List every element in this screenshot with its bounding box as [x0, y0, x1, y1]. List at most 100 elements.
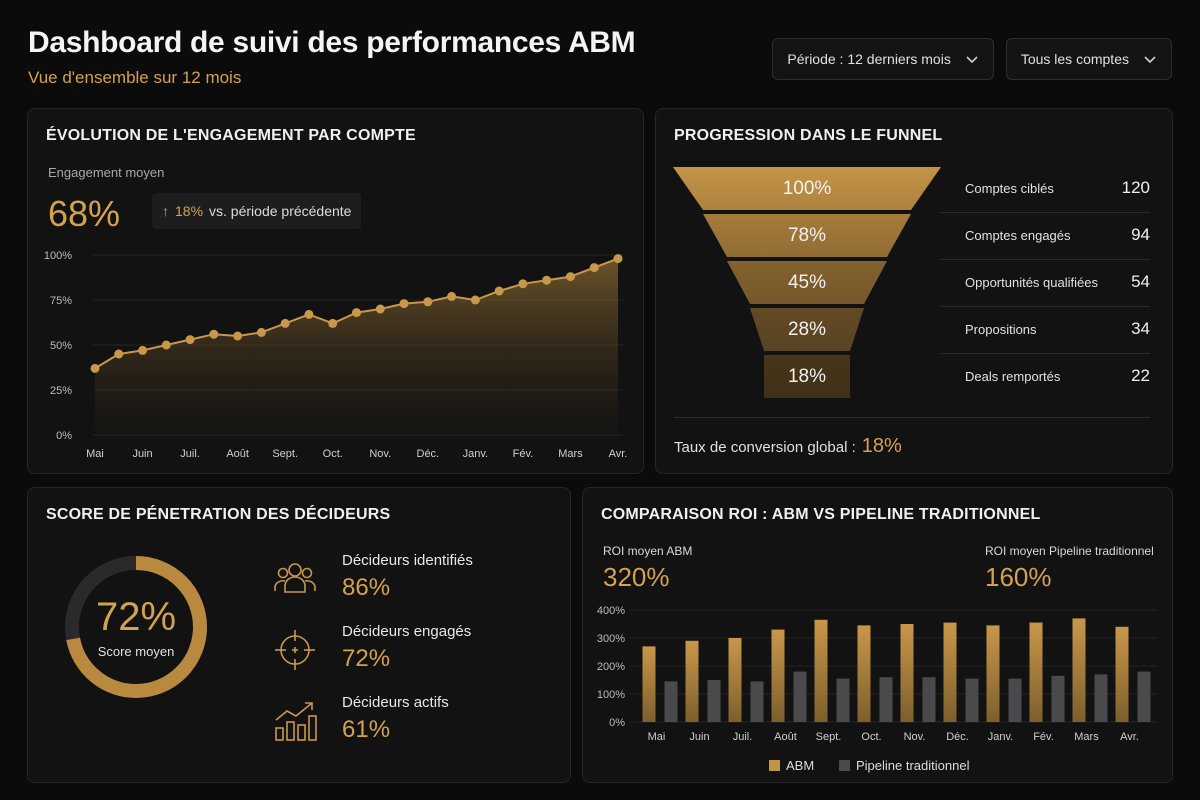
metric-identified: Décideurs identifiés 86% — [272, 552, 532, 612]
engagement-title: ÉVOLUTION DE L'ENGAGEMENT PAR COMPTE — [46, 127, 416, 144]
funnel-stage-pct: 18% — [787, 365, 827, 387]
x-tick-label: Mai — [648, 731, 666, 743]
data-point — [185, 335, 195, 345]
divider — [941, 306, 1150, 307]
x-tick-label: Oct. — [861, 731, 881, 743]
bar-abm — [986, 625, 1000, 722]
x-tick-label: Août — [226, 448, 249, 460]
data-point — [161, 340, 171, 350]
bar-pipeline — [1051, 675, 1065, 722]
data-point — [256, 327, 266, 337]
funnel-stage-count: 94 — [1131, 225, 1150, 244]
x-tick-label: Mars — [558, 448, 583, 460]
engagement-card: ÉVOLUTION DE L'ENGAGEMENT PAR COMPTE Eng… — [27, 108, 644, 474]
metric-value: 86% — [342, 574, 391, 601]
people-icon — [274, 563, 316, 593]
metric-engaged: Décideurs engagés 72% — [272, 623, 532, 683]
data-point — [518, 279, 528, 289]
funnel-stage-label: Comptes engagés — [965, 228, 1071, 243]
funnel-title: PROGRESSION DANS LE FUNNEL — [674, 127, 943, 144]
bar-abm — [771, 629, 785, 722]
score-donut: 72% Score moyen — [61, 552, 211, 702]
roi-trad-value: 160% — [985, 562, 1052, 592]
x-tick-label: Nov. — [904, 731, 926, 743]
bar-abm — [857, 625, 871, 722]
legend-label: ABM — [786, 758, 815, 773]
funnel-stage-pct: 100% — [782, 177, 832, 199]
legend-trad: Pipeline traditionnel — [839, 758, 969, 773]
roi-trad-label: ROI moyen Pipeline traditionnel — [985, 544, 1154, 558]
x-tick-label: Fév. — [1033, 731, 1054, 743]
score-label: Score moyen — [97, 644, 175, 659]
bar-abm — [642, 646, 656, 722]
funnel-card: PROGRESSION DANS LE FUNNEL 100% Comptes c… — [655, 108, 1173, 474]
x-tick-label: Mars — [1074, 731, 1099, 743]
arrow-up-icon: ↑ — [162, 203, 169, 219]
period-select-label: Période : 12 derniers mois — [787, 51, 951, 67]
bar-abm — [814, 619, 828, 722]
data-point — [375, 304, 385, 314]
divider — [941, 212, 1150, 213]
funnel-stage: 18% — [764, 355, 850, 398]
metric-active: Décideurs actifs 61% — [272, 694, 532, 754]
divider — [674, 417, 1150, 418]
bar-pipeline — [965, 678, 979, 722]
period-select[interactable]: Période : 12 derniers mois — [772, 38, 994, 80]
chevron-down-icon — [1144, 56, 1156, 64]
y-tick-label: 50% — [50, 340, 72, 352]
metric-value: 61% — [342, 716, 391, 743]
bar-abm — [685, 640, 699, 722]
funnel-stage: 100% — [673, 167, 941, 210]
bar-abm — [728, 638, 742, 722]
y-tick-label: 0% — [609, 717, 625, 729]
data-point — [328, 318, 338, 328]
donut-ring — [65, 556, 207, 698]
bar-abm — [1115, 626, 1129, 722]
page-title: Dashboard de suivi des performances ABM — [28, 26, 636, 59]
funnel-stage-count: 34 — [1131, 319, 1150, 338]
legend-abm: ABM — [769, 758, 814, 773]
roi-abm-value: 320% — [603, 562, 670, 592]
data-point — [233, 331, 243, 341]
x-tick-label: Juin — [132, 448, 152, 460]
page-header: Dashboard de suivi des performances ABM … — [28, 26, 636, 88]
funnel-stage-count: 22 — [1131, 366, 1150, 385]
roi-title: COMPARAISON ROI : ABM VS PIPELINE TRADIT… — [601, 506, 1041, 523]
roi-bar-chart: 0% 100% 200% 300% 400% Mai Juin Juil. Août Sept. O… — [597, 605, 1157, 743]
data-point — [613, 254, 623, 264]
funnel-conversion: Taux de conversion global : 18% — [674, 435, 902, 458]
accounts-select[interactable]: Tous les comptes — [1005, 38, 1172, 80]
x-tick-label: Juil. — [733, 731, 753, 743]
bar-pipeline — [1008, 678, 1022, 722]
y-tick-label: 0% — [56, 430, 72, 442]
data-point — [90, 363, 100, 373]
data-point — [494, 286, 504, 296]
area-fill — [95, 258, 618, 435]
growth-chart-icon — [275, 702, 317, 741]
engagement-delta-text: vs. période précédente — [209, 203, 352, 219]
funnel-stage-label: Propositions — [965, 322, 1037, 337]
y-tick-label: 75% — [50, 295, 72, 307]
funnel-stage-label: Comptes ciblés — [965, 181, 1054, 196]
engagement-delta-value: 18% — [175, 203, 204, 219]
score-value: 72% — [95, 595, 177, 639]
funnel-stage: 28% — [750, 308, 864, 351]
bar-pipeline — [879, 677, 893, 722]
funnel-stage-pct: 78% — [787, 224, 827, 246]
accounts-select-label: Tous les comptes — [1020, 51, 1129, 67]
y-tick-label: 25% — [50, 385, 72, 397]
y-tick-label: 400% — [597, 605, 625, 617]
metric-value: 72% — [342, 645, 391, 672]
bar-abm — [900, 624, 914, 722]
bar-pipeline — [1137, 671, 1151, 722]
metric-label: Décideurs identifiés — [342, 552, 473, 569]
data-point — [470, 295, 480, 305]
funnel-stage-pct: 45% — [787, 271, 827, 293]
bar-pipeline — [922, 677, 936, 722]
y-tick-label: 200% — [597, 661, 625, 673]
engagement-label: Engagement moyen — [48, 165, 165, 180]
funnel-stage-count: 120 — [1121, 178, 1150, 197]
target-icon — [275, 630, 315, 670]
data-point — [304, 309, 314, 319]
data-point — [352, 308, 361, 318]
